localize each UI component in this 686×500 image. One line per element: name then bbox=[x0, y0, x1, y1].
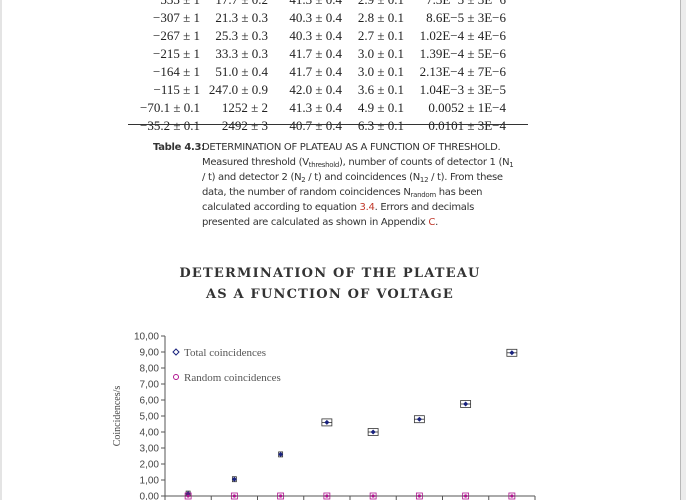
table-cell: −115 ± 1 bbox=[153, 82, 200, 97]
legend-marker-total bbox=[172, 348, 180, 356]
table-cell: 41.3 ± 0.4 bbox=[289, 100, 342, 115]
total-coincidence-point bbox=[370, 429, 376, 435]
table-cell: 3.6 ± 0.1 bbox=[357, 82, 404, 97]
y-tick-label: 10,00 bbox=[134, 332, 159, 343]
table-cell: 1252 ± 2 bbox=[221, 100, 268, 115]
table-row: −35.2 ± 0.1 2492 ± 3 40.7 ± 0.4 6.3 ± 0.1 0.… bbox=[132, 117, 506, 135]
table-row: −333 ± 117.7 ± 0.241.3 ± 0.42.9 ± 0.17.3… bbox=[132, 0, 506, 9]
table-cell: 17.7 ± 0.2 bbox=[200, 0, 268, 9]
table-cell: 2.7 ± 0.1 bbox=[357, 28, 404, 43]
table-cell: 2.13E−4 ± 7E−6 bbox=[419, 64, 506, 79]
total-coincidence-point bbox=[185, 491, 191, 497]
total-coincidence-point bbox=[324, 419, 330, 425]
table-cell: 41.3 ± 0.4 bbox=[268, 0, 342, 9]
y-tick-label: 7,00 bbox=[140, 380, 160, 391]
table-cell: 247.0 ± 0.9 bbox=[208, 82, 268, 97]
total-coincidence-point bbox=[416, 416, 422, 422]
table-cell: 40.7 ± 0.4 bbox=[289, 118, 342, 133]
table-cell: 1.39E−4 ± 5E−6 bbox=[419, 46, 506, 61]
table-cell: 40.3 ± 0.4 bbox=[289, 10, 342, 25]
caption-label: Table 4.3: bbox=[153, 142, 205, 153]
table-cell: 3.0 ± 0.1 bbox=[357, 64, 404, 79]
total-coincidence-point bbox=[231, 476, 237, 482]
y-tick-label: 3,00 bbox=[140, 444, 160, 455]
y-tick-label: 0,00 bbox=[140, 492, 160, 500]
table-cell: 40.3 ± 0.4 bbox=[289, 28, 342, 43]
data-table: −333 ± 117.7 ± 0.241.3 ± 0.42.9 ± 0.17.3… bbox=[132, 0, 506, 135]
y-tick-label: 5,00 bbox=[140, 412, 160, 423]
table-cell: −333 ± 1 bbox=[132, 0, 200, 9]
y-tick-label: 2,00 bbox=[140, 460, 160, 471]
table-cell: 7.3E−5 ± 3E−6 bbox=[404, 0, 506, 9]
legend-label: Total coincidences bbox=[184, 347, 266, 359]
random-coincidence-point bbox=[186, 494, 190, 498]
table-cell: 0.0101 ± 3E−4 bbox=[428, 118, 506, 133]
y-axis-label: Coincidences/s bbox=[112, 386, 123, 447]
table-bottom-rule bbox=[128, 124, 528, 125]
appendix-link[interactable]: C bbox=[428, 217, 436, 228]
table-cell: 4.9 ± 0.1 bbox=[357, 100, 404, 115]
table-cell: 41.7 ± 0.4 bbox=[289, 46, 342, 61]
y-tick-label: 1,00 bbox=[140, 476, 160, 487]
random-coincidence-point bbox=[325, 494, 329, 498]
table-cell: 2.8 ± 0.1 bbox=[357, 10, 404, 25]
table-row: −164 ± 1 51.0 ± 0.4 41.7 ± 0.4 3.0 ± 0.1 2.1… bbox=[132, 63, 506, 81]
table-cell: 3.0 ± 0.1 bbox=[357, 46, 404, 61]
caption-body: DETERMINATION OF PLATEAU AS A FUNCTION O… bbox=[202, 142, 514, 228]
table-cell: 2.9 ± 0.1 bbox=[342, 0, 404, 9]
table-cell: 41.7 ± 0.4 bbox=[289, 64, 342, 79]
table-cell: 6.3 ± 0.1 bbox=[357, 118, 404, 133]
y-tick-label: 9,00 bbox=[140, 348, 160, 359]
total-coincidence-point bbox=[509, 350, 515, 356]
table-cell: 51.0 ± 0.4 bbox=[215, 64, 268, 79]
table-cell: 0.0052 ± 1E−4 bbox=[428, 100, 506, 115]
table-cell: 1.02E−4 ± 4E−6 bbox=[419, 28, 506, 43]
table-row: −267 ± 1 25.3 ± 0.3 40.3 ± 0.4 2.7 ± 0.1 1.0… bbox=[132, 27, 506, 45]
table-cell: 33.3 ± 0.3 bbox=[215, 46, 268, 61]
table-cell: −307 ± 1 bbox=[153, 10, 200, 25]
table-row: −215 ± 1 33.3 ± 0.3 41.7 ± 0.4 3.0 ± 0.1 1.3… bbox=[132, 45, 506, 63]
total-coincidence-point bbox=[463, 401, 469, 407]
table-cell: 2492 ± 3 bbox=[221, 118, 268, 133]
random-coincidence-point bbox=[464, 494, 468, 498]
chart-title-line-2: AS A FUNCTION OF VOLTAGE bbox=[205, 287, 455, 302]
random-coincidence-point bbox=[510, 494, 514, 498]
table-row: −115 ± 1 247.0 ± 0.9 42.0 ± 0.4 3.6 ± 0.1 1.… bbox=[132, 81, 506, 99]
window-scrollbar[interactable] bbox=[680, 0, 686, 500]
random-coincidence-point bbox=[371, 494, 375, 498]
random-coincidence-point bbox=[279, 494, 283, 498]
table-cell: 25.3 ± 0.3 bbox=[215, 28, 268, 43]
equation-link[interactable]: 3.4 bbox=[359, 202, 375, 213]
table-cell: −70.1 ± 0.1 bbox=[140, 100, 200, 115]
y-tick-label: 4,00 bbox=[140, 428, 160, 439]
table-cell: −267 ± 1 bbox=[153, 28, 200, 43]
random-coincidence-point bbox=[232, 494, 236, 498]
table-cell: −215 ± 1 bbox=[153, 46, 200, 61]
total-coincidence-point bbox=[278, 451, 284, 457]
y-tick-label: 6,00 bbox=[140, 396, 160, 407]
chart-title-line-1: DETERMINATION OF THE PLATEAU bbox=[179, 266, 481, 281]
table-row: −307 ± 1 21.3 ± 0.3 40.3 ± 0.4 2.8 ± 0.1 8.6… bbox=[132, 9, 506, 27]
table-cell: 21.3 ± 0.3 bbox=[215, 10, 268, 25]
random-coincidence-point bbox=[417, 494, 421, 498]
legend-marker-random bbox=[173, 374, 179, 380]
table-cell: −164 ± 1 bbox=[153, 64, 200, 79]
table-cell: 1.04E−3 ± 3E−5 bbox=[419, 82, 506, 97]
page-left-edge bbox=[0, 0, 2, 500]
table-cell: 42.0 ± 0.4 bbox=[289, 82, 342, 97]
y-tick-label: 8,00 bbox=[140, 364, 160, 375]
table-row: −70.1 ± 0.1 1252 ± 2 41.3 ± 0.4 4.9 ± 0.1 0.… bbox=[132, 99, 506, 117]
legend-label: Random coincidences bbox=[184, 372, 281, 384]
table-cell: 8.6E−5 ± 3E−6 bbox=[426, 10, 506, 25]
table-cell: −35.2 ± 0.1 bbox=[140, 118, 200, 133]
